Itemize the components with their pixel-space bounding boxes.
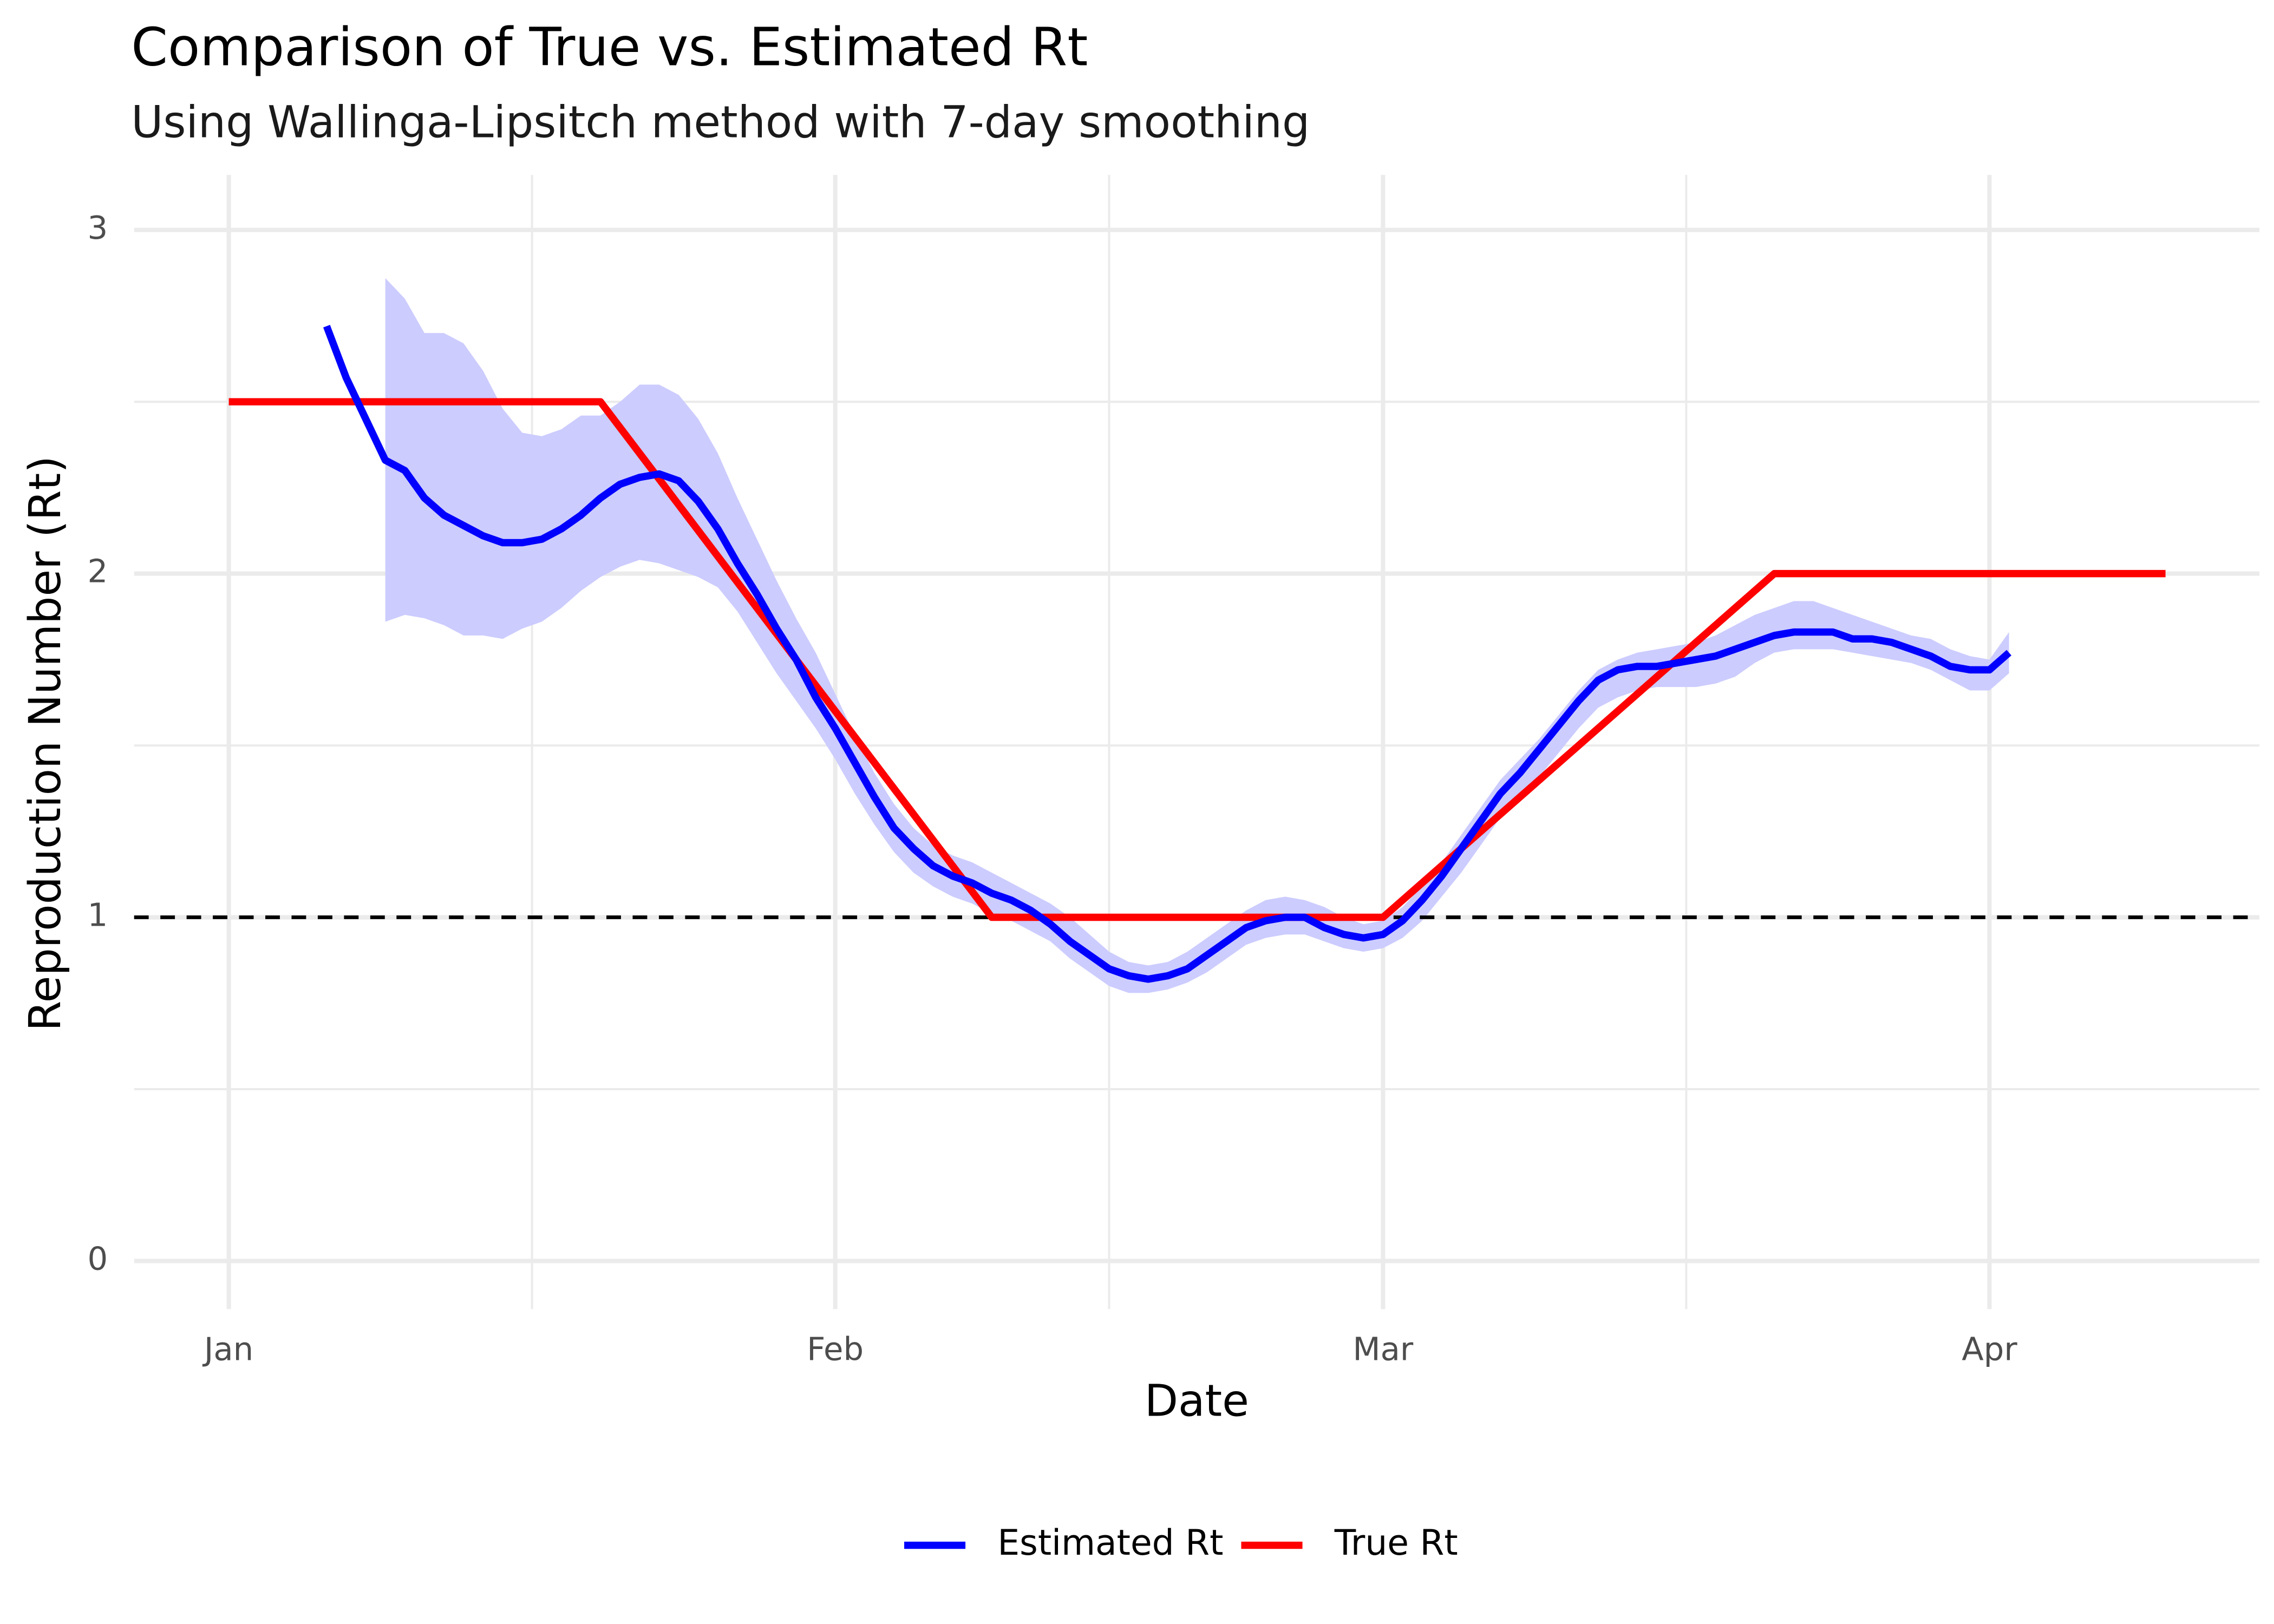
plot-area (134, 278, 2260, 993)
legend: Estimated Rt True Rt (904, 1523, 1458, 1563)
x-tick-label: Mar (1353, 1331, 1414, 1368)
y-tick-label: 2 (88, 553, 108, 590)
x-tick-label: Jan (202, 1331, 253, 1368)
series-line (323, 325, 2012, 983)
legend-label: Estimated Rt (997, 1523, 1223, 1563)
series-line (228, 398, 2166, 921)
y-tick-label: 0 (88, 1240, 108, 1278)
x-tick-label: Feb (807, 1331, 864, 1368)
y-tick-label: 3 (88, 209, 108, 246)
chart-subtitle: Using Wallinga-Lipsitch method with 7-da… (131, 97, 1310, 148)
y-axis-label: Reproduction Number (Rt) (20, 456, 71, 1031)
grid (134, 175, 2260, 1309)
x-tick-label: Apr (1962, 1331, 2017, 1368)
chart-title: Comparison of True vs. Estimated Rt (131, 17, 1088, 78)
legend-label: True Rt (1334, 1523, 1458, 1563)
y-tick-label: 1 (88, 896, 108, 934)
x-axis-label: Date (1145, 1376, 1249, 1426)
